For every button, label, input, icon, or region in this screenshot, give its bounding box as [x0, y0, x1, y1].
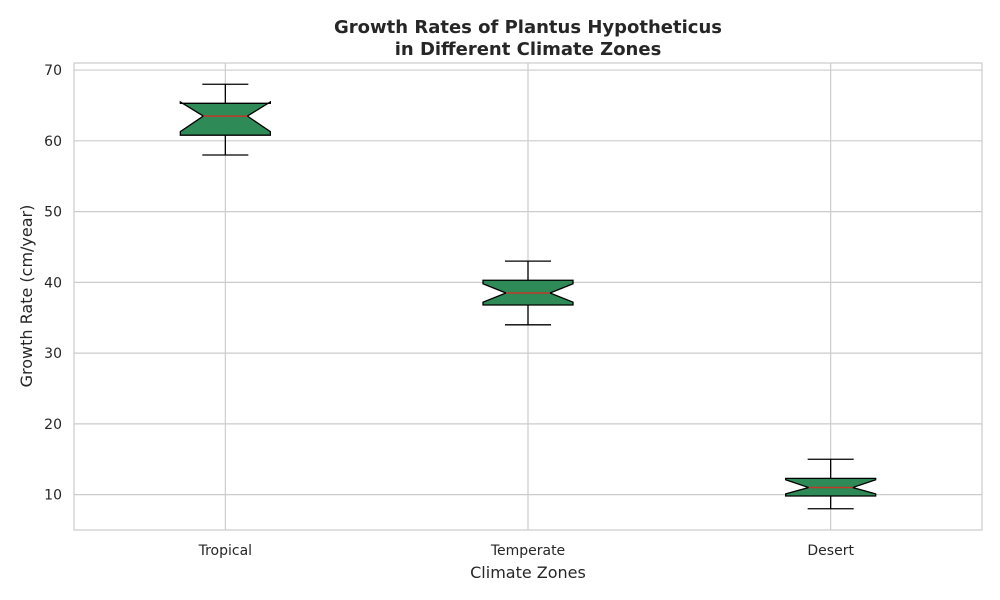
y-tick-label: 70 — [44, 63, 62, 79]
x-axis-label: Climate Zones — [470, 563, 586, 582]
y-tick-label: 30 — [44, 346, 62, 362]
chart-title-line2: in Different Climate Zones — [395, 39, 662, 60]
x-tick-label: Tropical — [198, 543, 252, 559]
box-tropical — [179, 83, 271, 156]
chart-title-line1: Growth Rates of Plantus Hypotheticus — [334, 17, 722, 38]
y-tick-labels: 10 20 30 40 50 60 70 — [44, 63, 62, 504]
box-temperate — [482, 260, 574, 326]
boxes — [179, 83, 877, 510]
box-desert — [785, 458, 877, 510]
y-tick-label: 40 — [44, 275, 62, 291]
x-tick-label: Desert — [807, 543, 854, 559]
y-tick-label: 20 — [44, 417, 62, 433]
box-body — [179, 100, 271, 136]
y-tick-label: 10 — [44, 488, 62, 504]
x-tick-labels: Tropical Temperate Desert — [198, 543, 855, 559]
y-tick-label: 50 — [44, 205, 62, 221]
y-axis-label: Growth Rate (cm/year) — [17, 205, 36, 388]
y-tick-label: 60 — [44, 134, 62, 150]
x-tick-label: Temperate — [490, 543, 565, 559]
